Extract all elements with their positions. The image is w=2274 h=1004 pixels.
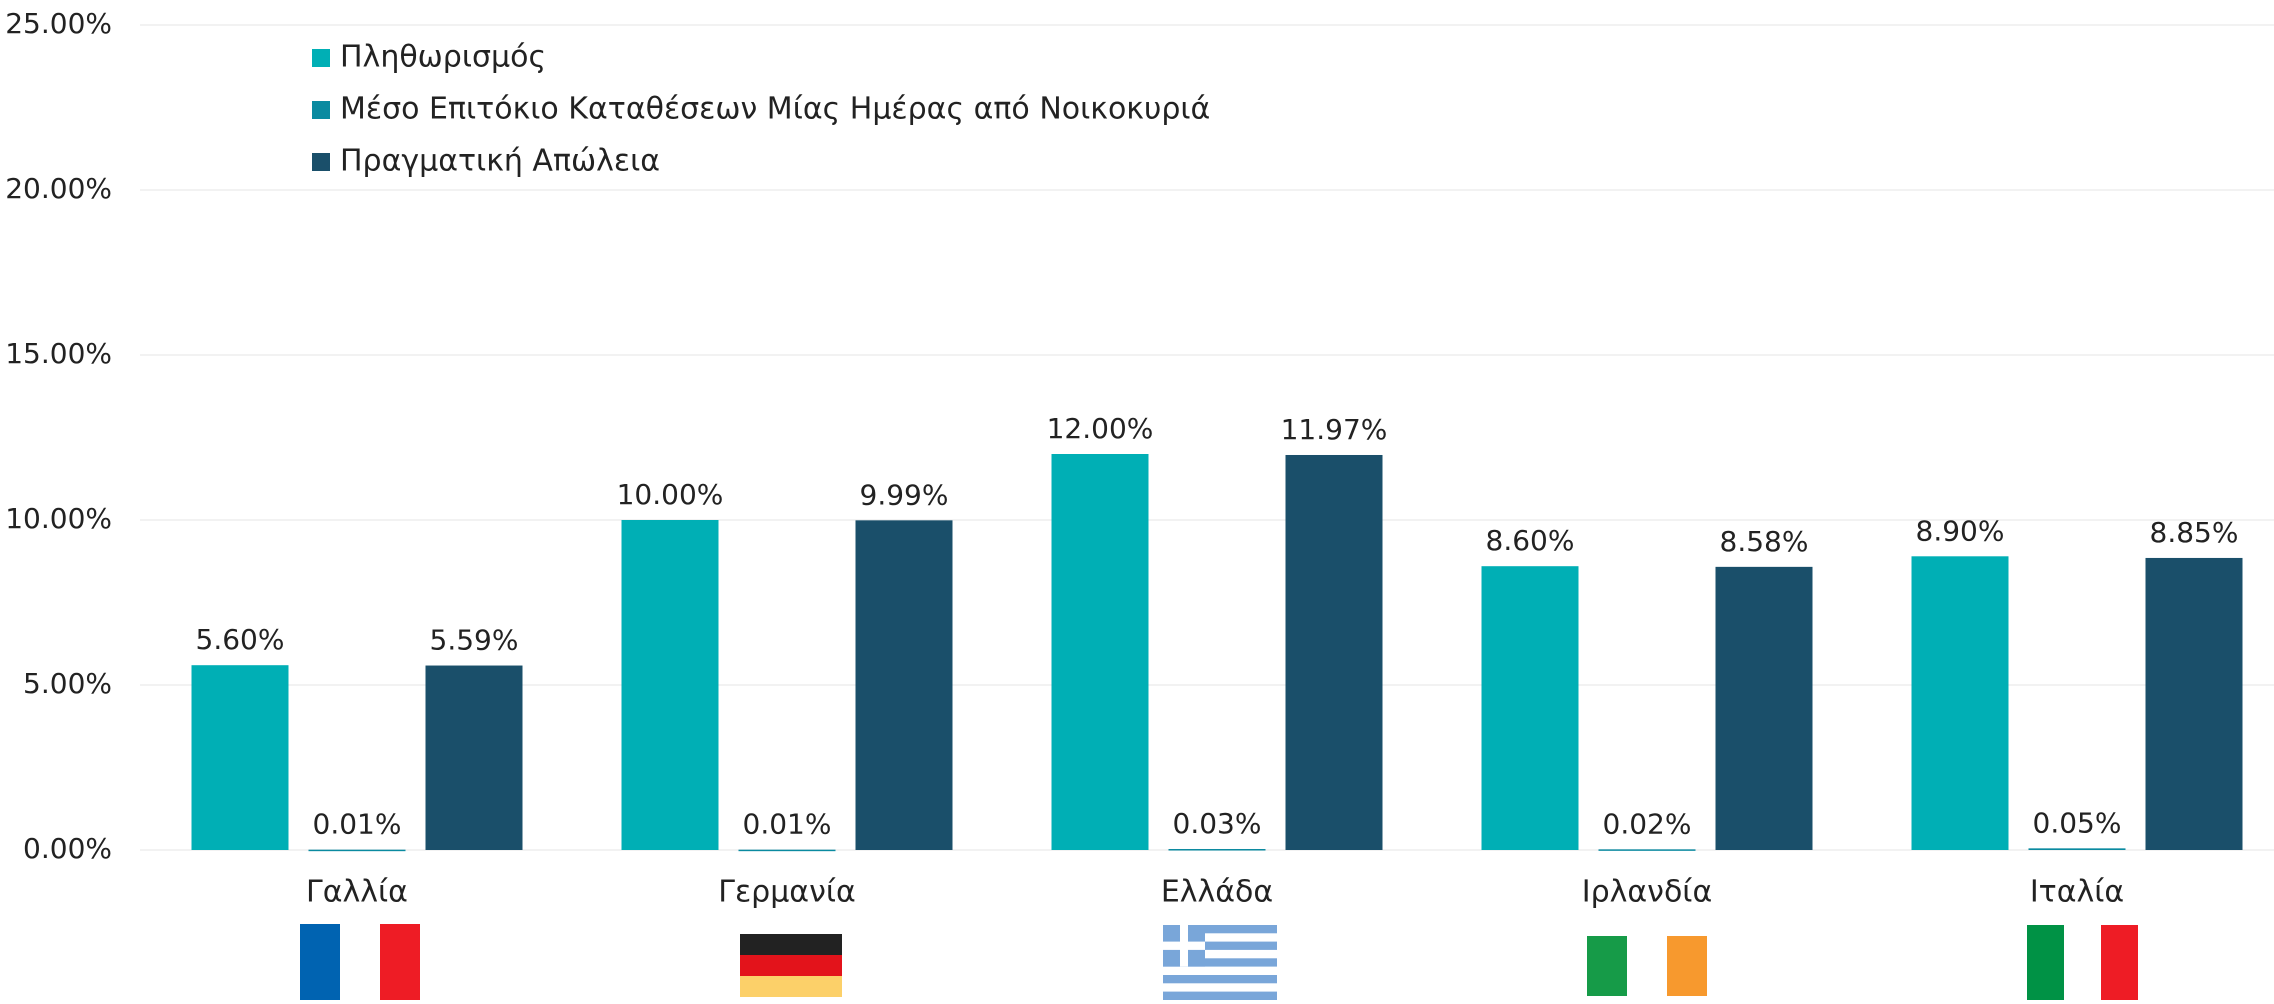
- flags: [300, 924, 2138, 1000]
- y-tick-label: 20.00%: [5, 172, 112, 205]
- value-label: 0.01%: [743, 808, 832, 841]
- value-label: 0.03%: [1173, 807, 1262, 840]
- bar: [1911, 556, 2009, 850]
- bar: [308, 849, 406, 852]
- value-label: 5.60%: [196, 623, 285, 656]
- value-label: 8.60%: [1486, 524, 1575, 557]
- value-label: 9.99%: [860, 478, 949, 511]
- legend-swatch: [312, 153, 330, 171]
- value-label: 10.00%: [617, 478, 724, 511]
- bar: [2028, 848, 2126, 850]
- value-label: 8.58%: [1720, 525, 1809, 558]
- flag-ireland: [1587, 936, 1707, 996]
- bar: [1715, 566, 1813, 850]
- legend-swatch: [312, 49, 330, 67]
- legend-label: Πραγματική Απώλεια: [340, 144, 660, 179]
- bar: [1051, 454, 1149, 850]
- bar: [621, 520, 719, 850]
- y-tick-label: 5.00%: [23, 667, 112, 700]
- x-tick-label: Ιρλανδία: [1582, 875, 1712, 910]
- y-tick-label: 15.00%: [5, 337, 112, 370]
- x-tick-label: Γαλλία: [306, 875, 408, 910]
- x-tick-label: Γερμανία: [718, 875, 856, 910]
- x-tick-label: Ελλάδα: [1161, 875, 1273, 910]
- legend-label: Πληθωρισμός: [340, 40, 546, 75]
- legend-swatch: [312, 101, 330, 119]
- bar: [855, 520, 953, 850]
- value-label: 0.05%: [2033, 806, 2122, 839]
- flag-germany: [740, 934, 842, 997]
- flag-italy: [2027, 925, 2138, 1000]
- value-label: 12.00%: [1047, 412, 1154, 445]
- bar: [1168, 849, 1266, 851]
- y-tick-label: 0.00%: [23, 832, 112, 865]
- legend-label: Μέσο Επιτόκιο Καταθέσεων Μίας Ημέρας από…: [340, 92, 1210, 127]
- bar: [191, 665, 289, 850]
- bar: [1598, 849, 1696, 851]
- value-label: 0.02%: [1603, 807, 1692, 840]
- value-label: 11.97%: [1281, 413, 1388, 446]
- bar: [2145, 557, 2243, 850]
- flag-france: [300, 924, 420, 1000]
- value-label: 5.59%: [430, 624, 519, 657]
- y-tick-label: 25.00%: [5, 7, 112, 40]
- bar: [738, 849, 836, 852]
- value-label: 0.01%: [313, 808, 402, 841]
- bar: [1285, 454, 1383, 850]
- value-label: 8.85%: [2150, 516, 2239, 549]
- y-tick-label: 10.00%: [5, 502, 112, 535]
- x-tick-label: Ιταλία: [2030, 875, 2124, 910]
- flag-greece: [1163, 925, 1277, 1000]
- bar: [1481, 566, 1579, 850]
- value-label: 8.90%: [1916, 514, 2005, 547]
- bar: [425, 665, 523, 850]
